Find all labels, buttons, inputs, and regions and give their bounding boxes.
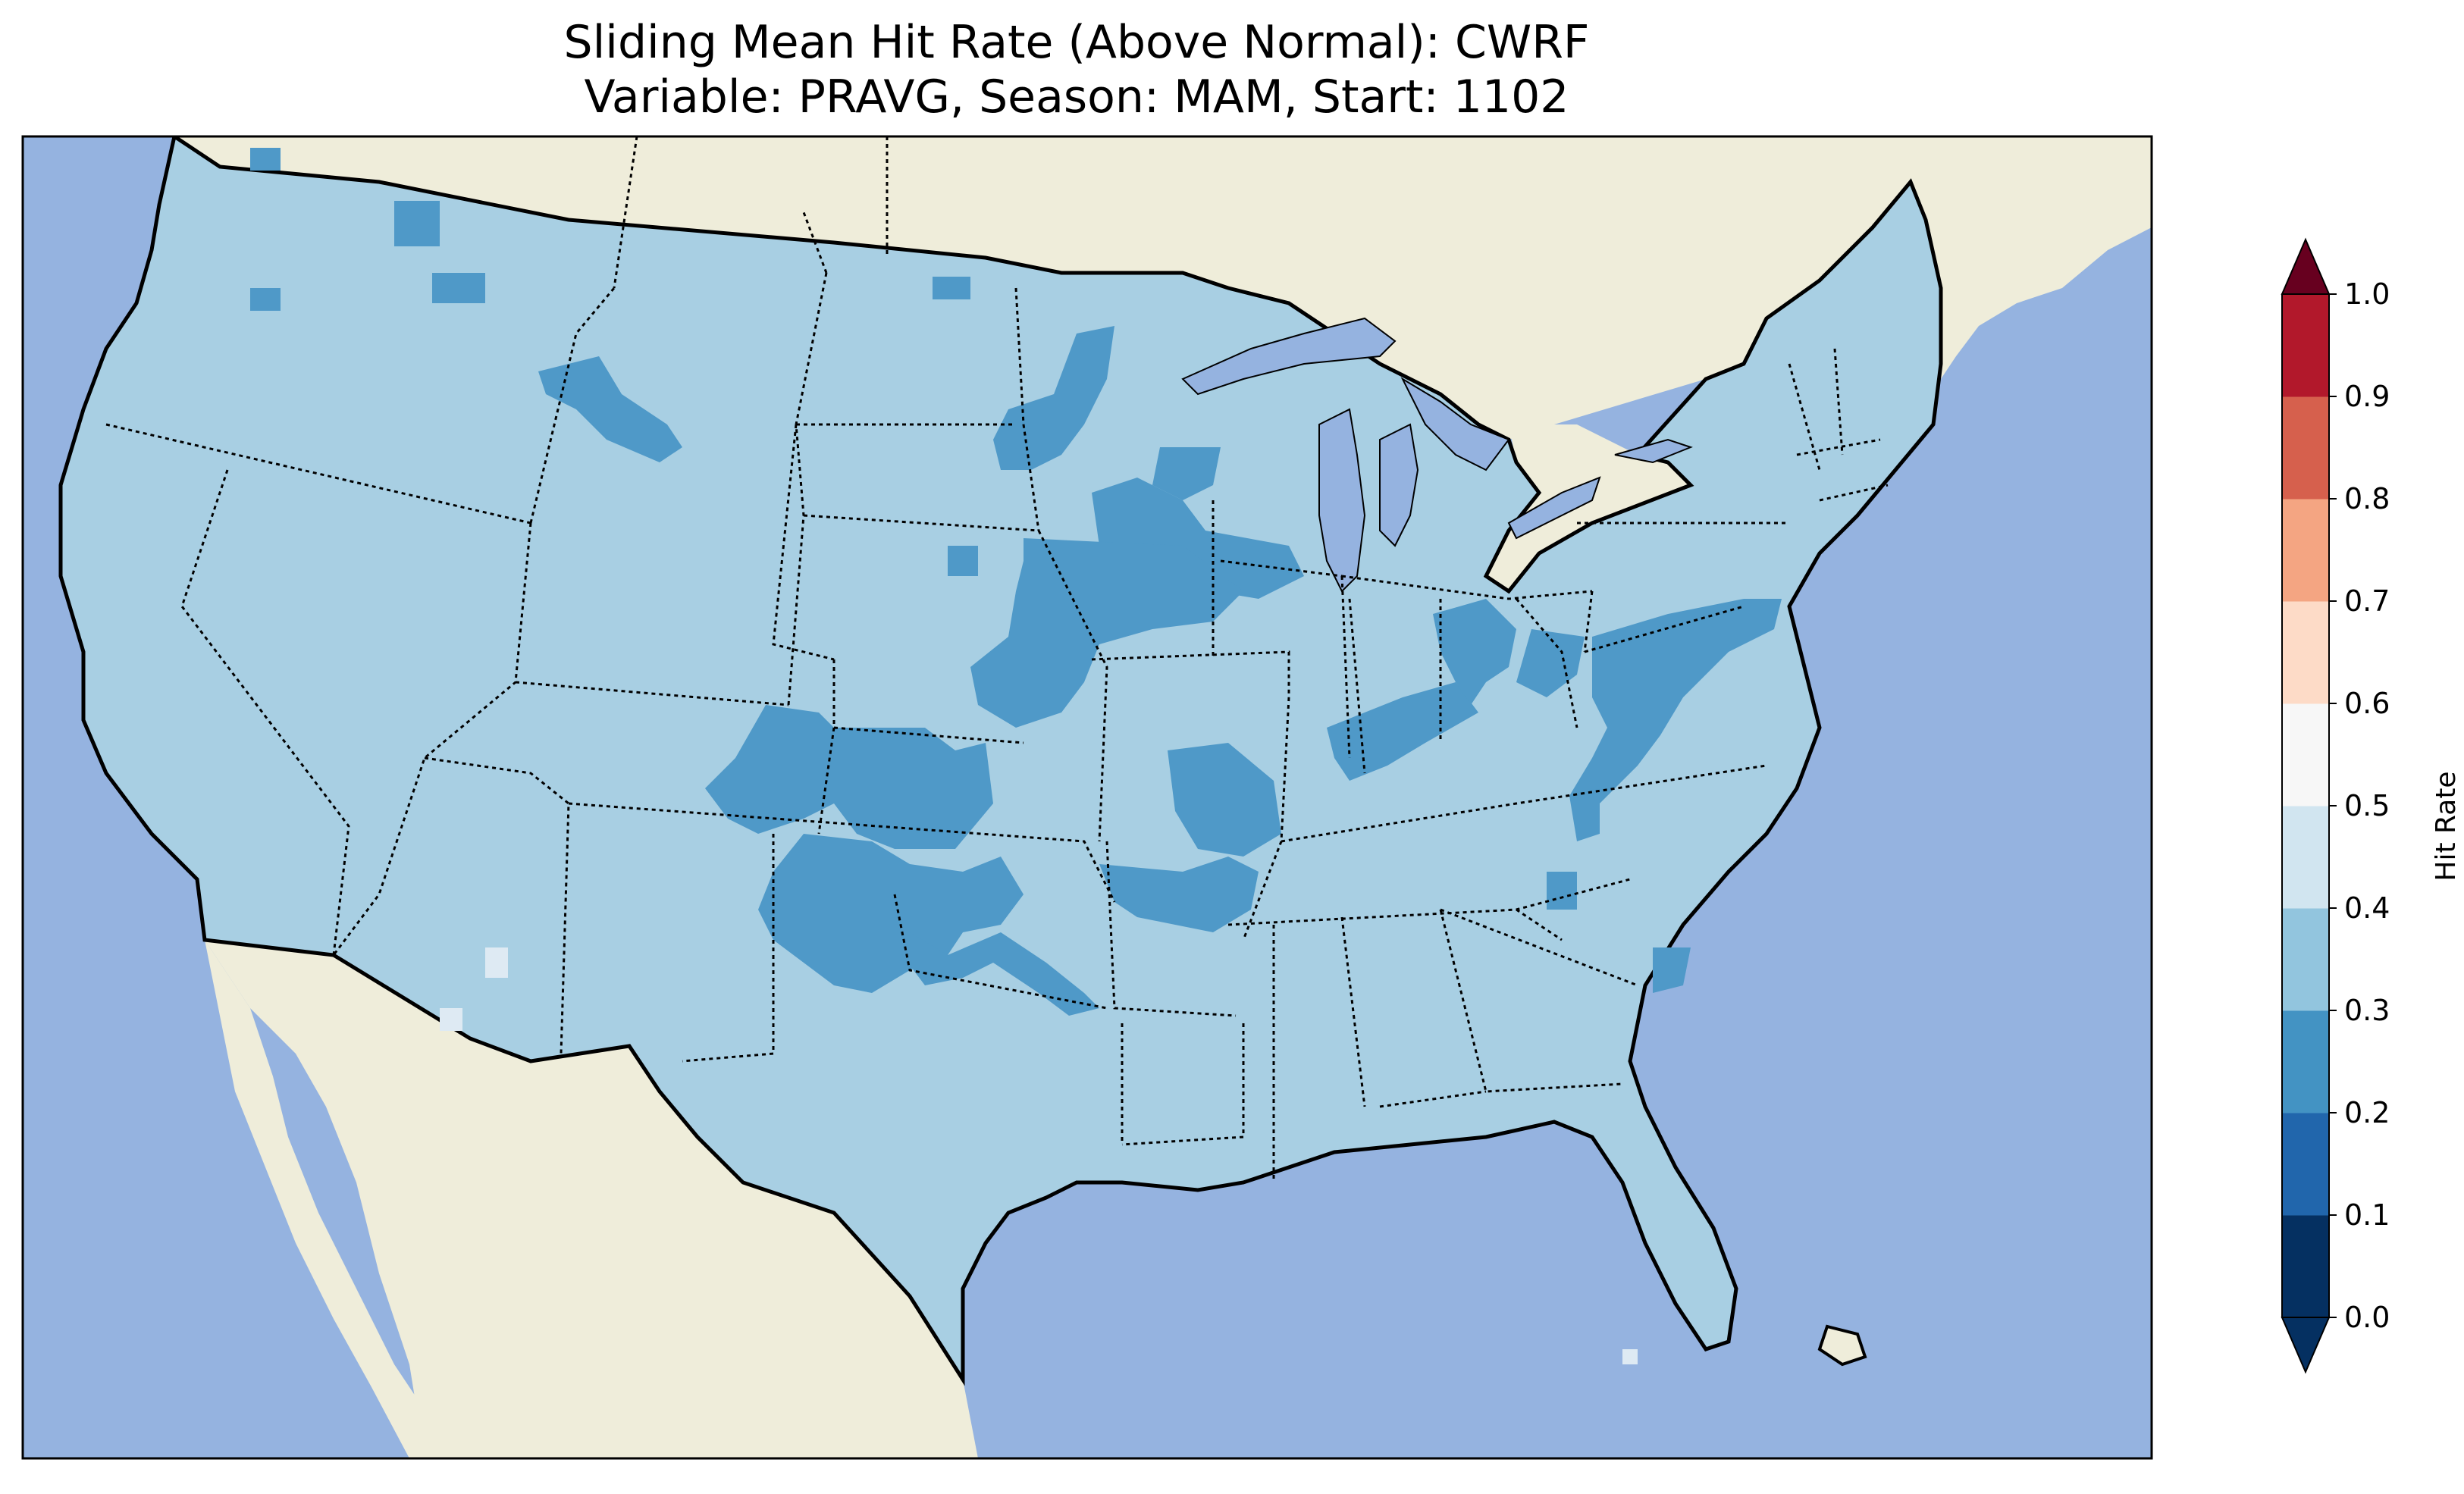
colorbar-bin [2282, 1215, 2329, 1318]
ontario-peninsula [1486, 424, 1691, 591]
colorbar-tick-label: 0.4 [2344, 891, 2390, 925]
colorbar-tick-label: 1.0 [2344, 277, 2390, 311]
colorbar-tick-label: 0.0 [2344, 1301, 2390, 1334]
colorbar-bin [2282, 601, 2329, 704]
state-boundaries [105, 136, 1889, 1182]
colorbar-tick-label: 0.8 [2344, 482, 2390, 515]
hit-rate-low-patches [250, 148, 1782, 1016]
baja-land [205, 940, 440, 1458]
colorbar-bin [2282, 1010, 2329, 1113]
colorbar-bin [2282, 703, 2329, 807]
canada-land [174, 136, 1911, 440]
map-frame [21, 135, 2153, 1460]
colorbar-ticks: 0.0 0.1 0.2 0.3 0.4 0.5 0.6 0.7 0.8 0.9 1.0 [2329, 277, 2390, 1334]
colorbar-bin [2282, 1113, 2329, 1216]
colorbar-bin [2282, 294, 2329, 397]
colorbar-tick-label: 0.9 [2344, 380, 2390, 413]
map-title-line-1: Sliding Mean Hit Rate (Above Normal): CW… [563, 16, 1590, 69]
colorbar-label: Hit Rate [2431, 771, 2462, 881]
colorbar-bin [2282, 806, 2329, 909]
colorbar-tick-label: 0.1 [2344, 1198, 2390, 1232]
hit-rate-high-patches [440, 947, 1638, 1364]
colorbar-extend-max [2281, 237, 2331, 295]
colorbar-tick-label: 0.6 [2344, 687, 2390, 720]
great-lakes [1181, 317, 1693, 593]
colorbar-bins [2281, 237, 2331, 1374]
bahamas-land [1817, 1324, 1867, 1367]
colorbar-tick-label: 0.5 [2344, 789, 2390, 822]
map-title-line-2: Variable: PRAVG, Season: MAM, Start: 110… [584, 70, 1569, 124]
colorbar-bin [2282, 499, 2329, 602]
colorbar-tick-label: 0.3 [2344, 994, 2390, 1027]
colorbar-bin [2282, 908, 2329, 1011]
colorbar-tick-label: 0.7 [2344, 584, 2390, 618]
colorbar-extend-min [2281, 1317, 2331, 1374]
colorbar-tick-label: 0.2 [2344, 1096, 2390, 1129]
mexico-land [23, 940, 978, 1458]
colorbar-bin [2282, 396, 2329, 500]
